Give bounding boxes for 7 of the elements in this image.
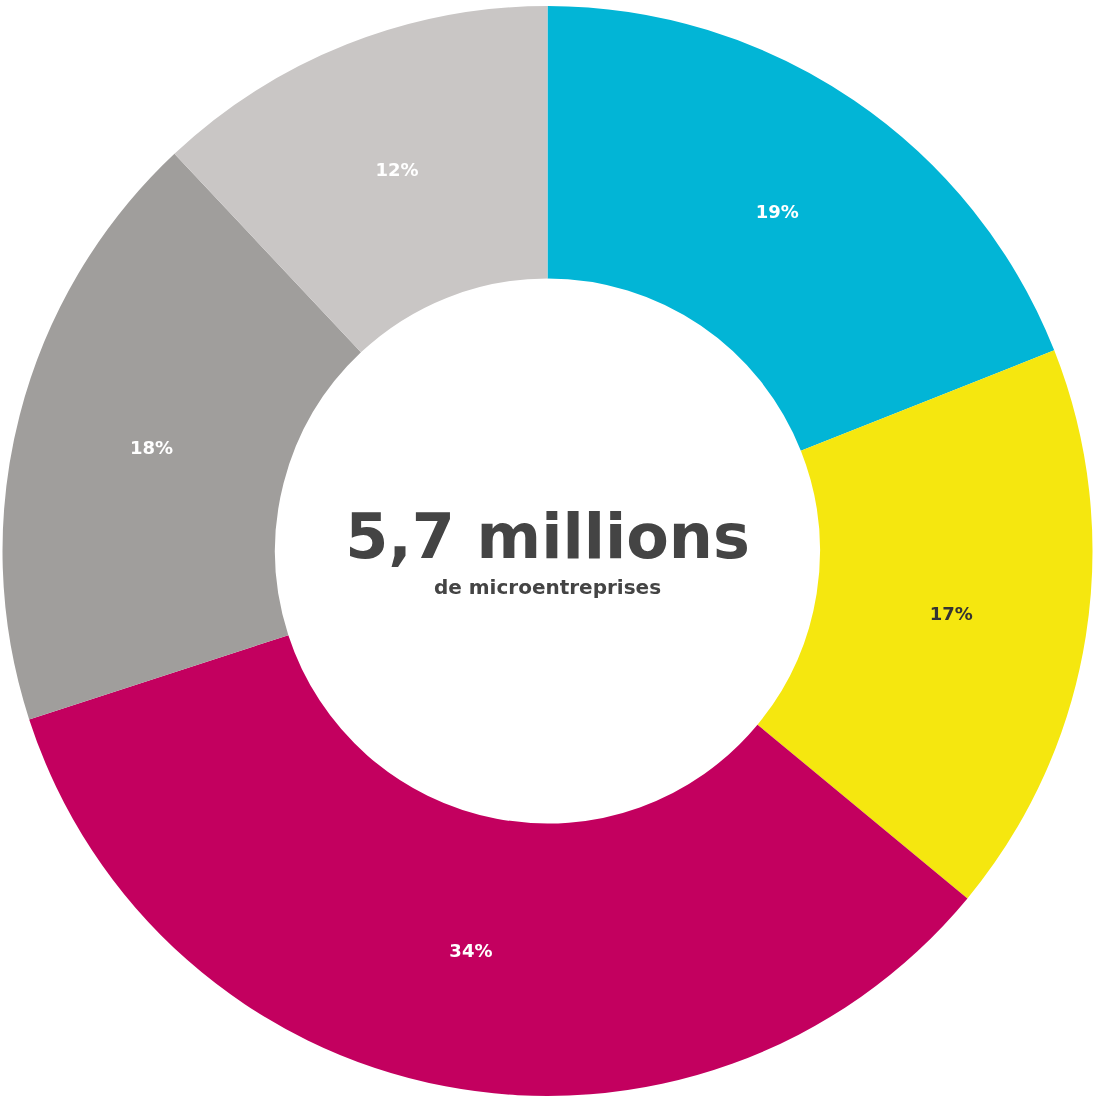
text: 5,7 millions bbox=[345, 499, 750, 573]
data-label: 34% bbox=[449, 940, 493, 962]
text: de microentreprises bbox=[433, 575, 662, 600]
data-label: 17% bbox=[929, 602, 973, 624]
data-label: 19% bbox=[755, 200, 799, 222]
data-label: 18% bbox=[130, 437, 174, 459]
data-label: 12% bbox=[375, 158, 419, 180]
